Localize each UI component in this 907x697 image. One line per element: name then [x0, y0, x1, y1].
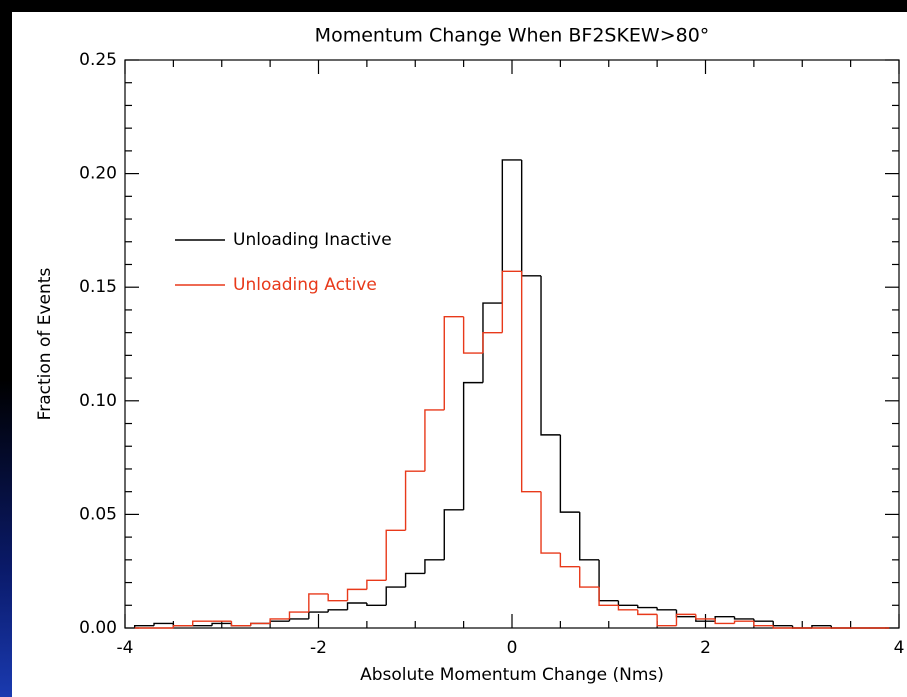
- histogram-step: [733, 616, 754, 620]
- x-tick-label: 0: [507, 638, 518, 658]
- histogram-step: [385, 586, 406, 606]
- histogram-step: [482, 302, 503, 383]
- histogram-step: [404, 470, 425, 531]
- histogram-step: [192, 620, 213, 626]
- histogram-step: [656, 607, 677, 611]
- histogram-step: [617, 605, 638, 611]
- x-axis-label: Absolute Momentum Change (Nms): [360, 665, 664, 685]
- histogram-step: [404, 572, 425, 588]
- chart-title: Momentum Change When BF2SKEW>80°: [315, 25, 710, 47]
- histogram-step: [308, 593, 329, 613]
- histogram-step: [579, 512, 600, 561]
- y-axis-label: Fraction of Events: [35, 268, 55, 421]
- edge: [0, 380, 12, 697]
- histogram-step: [133, 625, 155, 628]
- histogram-step: [443, 316, 464, 410]
- y-tick-label: 0.15: [79, 277, 117, 297]
- legend-label: Unloading Active: [233, 275, 377, 295]
- histogram-step: [675, 613, 696, 626]
- histogram-step: [559, 553, 580, 568]
- histogram-step: [753, 621, 774, 627]
- histogram-step: [211, 622, 232, 626]
- histogram-step: [250, 622, 271, 626]
- histogram-step: [366, 579, 387, 590]
- histogram-step: [424, 559, 445, 574]
- y-tick-label: 0.25: [79, 50, 117, 70]
- histogram-step: [230, 621, 251, 627]
- histogram-step: [346, 602, 367, 610]
- histogram-step: [366, 603, 387, 606]
- histogram-step: [482, 331, 503, 354]
- histogram-step: [346, 588, 367, 601]
- y-tick-label: 0.10: [79, 391, 117, 411]
- histogram-step: [811, 625, 832, 628]
- histogram-step: [695, 614, 716, 620]
- histogram-step: [579, 566, 600, 588]
- histogram-step: [443, 509, 464, 560]
- histogram-step: [327, 593, 348, 602]
- legend-label: Unloading Inactive: [233, 230, 392, 250]
- histogram-step: [520, 271, 542, 493]
- x-tick-label: -2: [310, 638, 327, 658]
- histogram-step: [269, 618, 290, 624]
- histogram-step: [540, 491, 561, 554]
- histogram-step: [172, 625, 193, 628]
- histogram-step: [540, 275, 561, 436]
- histogram-step: [559, 434, 580, 513]
- histogram-step: [733, 620, 754, 624]
- histogram-step: [288, 611, 309, 619]
- histogram-step: [462, 381, 483, 510]
- histogram-step: [656, 614, 677, 627]
- y-tick-label: 0.00: [79, 618, 117, 638]
- histogram-step: [327, 609, 348, 613]
- y-tick-label: 0.20: [79, 164, 117, 184]
- y-tick-label: 0.05: [79, 504, 117, 524]
- histogram-step: [501, 270, 522, 333]
- histogram-step: [598, 587, 619, 606]
- histogram-step: [637, 605, 658, 609]
- histogram-step: [462, 316, 483, 354]
- histogram-step: [714, 618, 735, 625]
- x-tick-label: 4: [894, 638, 905, 658]
- histogram-step: [772, 625, 793, 629]
- x-tick-label: -4: [117, 638, 134, 658]
- plot-window: [12, 12, 907, 697]
- histogram-step: [637, 609, 658, 616]
- histogram-step: [153, 622, 174, 626]
- histogram-step: [424, 409, 445, 472]
- histogram-step: [385, 529, 406, 581]
- x-tick-label: 2: [700, 638, 711, 658]
- histogram-step: [501, 159, 522, 304]
